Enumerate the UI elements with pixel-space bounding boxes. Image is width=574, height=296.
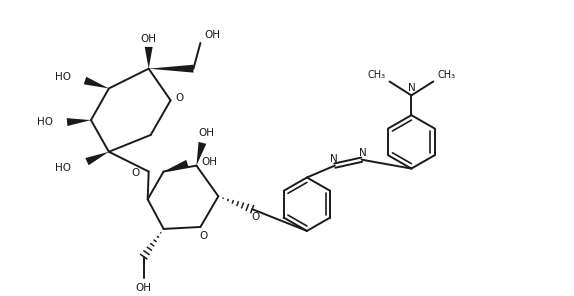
Polygon shape — [84, 77, 109, 89]
Text: O: O — [199, 231, 208, 241]
Text: N: N — [408, 83, 415, 94]
Text: OH: OH — [199, 128, 215, 138]
Polygon shape — [145, 47, 153, 69]
Text: CH₃: CH₃ — [367, 70, 386, 80]
Text: HO: HO — [55, 72, 71, 82]
Polygon shape — [149, 65, 193, 73]
Text: OH: OH — [201, 157, 218, 167]
Text: N: N — [330, 154, 338, 164]
Text: O: O — [131, 168, 139, 178]
Text: HO: HO — [37, 117, 53, 127]
Polygon shape — [164, 160, 189, 172]
Polygon shape — [86, 152, 109, 165]
Text: O: O — [176, 93, 184, 103]
Text: OH: OH — [135, 283, 152, 293]
Polygon shape — [196, 142, 206, 166]
Text: N: N — [359, 148, 367, 158]
Polygon shape — [67, 118, 91, 126]
Text: OH: OH — [204, 30, 220, 40]
Text: O: O — [251, 212, 259, 222]
Text: OH: OH — [141, 34, 157, 44]
Text: CH₃: CH₃ — [437, 70, 455, 80]
Text: HO: HO — [55, 163, 71, 173]
